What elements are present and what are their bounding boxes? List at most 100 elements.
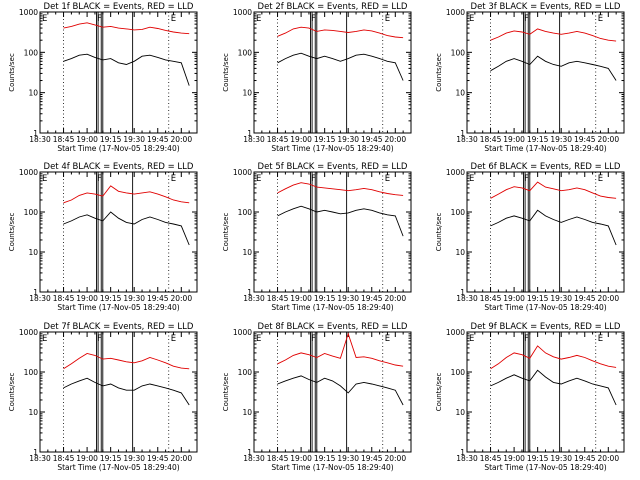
y-tick-label: 1000 bbox=[19, 8, 38, 17]
x-tick-label: 18:45 bbox=[480, 454, 502, 463]
x-tick-label: 20:00 bbox=[170, 135, 192, 144]
y-tick-label: 100 bbox=[24, 368, 39, 377]
x-tick-label: 20:00 bbox=[384, 294, 406, 303]
panel-title: Det 7f BLACK = Events, RED = LLD bbox=[44, 322, 194, 332]
panel-det-8: Det 8f BLACK = Events, RED = LLD 1 10 100 10… bbox=[222, 322, 412, 472]
y-tick-label: 10 bbox=[28, 248, 38, 257]
x-tick-label: 19:15 bbox=[100, 454, 122, 463]
interval-annotation-2: E bbox=[598, 334, 603, 344]
x-tick-label: 20:00 bbox=[384, 135, 406, 144]
panel-title: Det 6f BLACK = Events, RED = LLD bbox=[471, 162, 621, 172]
panel-det-7: Det 7f BLACK = Events, RED = LLD 1 10 100 10… bbox=[8, 322, 198, 472]
x-tick-label: 19:30 bbox=[123, 135, 145, 144]
x-tick-label: 19:30 bbox=[337, 294, 359, 303]
x-tick-label: 19:45 bbox=[147, 294, 169, 303]
x-tick-label: 18:30 bbox=[29, 135, 51, 144]
x-tick-label: 19:15 bbox=[314, 135, 336, 144]
x-axis-label: Start Time (17-Nov-05 18:29:40) bbox=[57, 303, 179, 312]
y-tick-label: 10 bbox=[242, 408, 252, 417]
x-tick-label: 19:30 bbox=[550, 294, 572, 303]
lld-series-line bbox=[490, 345, 617, 370]
y-tick-label: 1000 bbox=[19, 328, 38, 337]
interval-annotation-2: E bbox=[171, 174, 176, 184]
x-tick-label: 18:30 bbox=[243, 294, 265, 303]
y-axis-label: Counts/sec bbox=[8, 213, 16, 252]
x-tick-label: 18:45 bbox=[53, 135, 75, 144]
interval-annotation-0: E bbox=[256, 14, 261, 24]
y-tick-label: 1 bbox=[33, 288, 38, 297]
panel-det-3: Det 3f BLACK = Events, RED = LLD 1 10 100 10… bbox=[435, 2, 625, 153]
x-tick-label: 18:45 bbox=[480, 294, 502, 303]
x-tick-label: 19:00 bbox=[76, 454, 98, 463]
x-tick-label: 18:45 bbox=[53, 294, 75, 303]
x-axis-label: Start Time (17-Nov-05 18:29:40) bbox=[57, 144, 179, 153]
y-tick-label: 1000 bbox=[233, 328, 252, 337]
x-tick-label: 18:30 bbox=[456, 135, 478, 144]
panel-det-2: Det 2f BLACK = Events, RED = LLD 1 10 100 10… bbox=[222, 2, 412, 153]
x-tick-label: 20:00 bbox=[597, 135, 619, 144]
panel-title: Det 9f BLACK = Events, RED = LLD bbox=[471, 322, 621, 332]
x-axis-label: Start Time (17-Nov-05 18:29:40) bbox=[484, 463, 606, 472]
x-axis-label: Start Time (17-Nov-05 18:29:40) bbox=[271, 144, 393, 153]
y-axis-label: Counts/sec bbox=[435, 373, 443, 412]
y-tick-label: 10 bbox=[28, 89, 38, 98]
x-tick-label: 19:15 bbox=[527, 454, 549, 463]
lld-series-line bbox=[277, 332, 404, 367]
interval-annotation-2: E bbox=[385, 14, 390, 24]
events-series-line bbox=[63, 211, 190, 246]
y-tick-label: 1 bbox=[460, 288, 465, 297]
x-tick-label: 19:15 bbox=[100, 294, 122, 303]
x-tick-label: 19:45 bbox=[361, 454, 383, 463]
events-series-line bbox=[490, 55, 617, 81]
x-tick-label: 19:30 bbox=[337, 135, 359, 144]
y-tick-label: 10 bbox=[455, 248, 465, 257]
interval-annotation-2: E bbox=[385, 334, 390, 344]
x-tick-label: 19:15 bbox=[527, 294, 549, 303]
x-tick-label: 19:30 bbox=[550, 135, 572, 144]
panel-title: Det 5f BLACK = Events, RED = LLD bbox=[258, 162, 408, 172]
y-tick-label: 1 bbox=[33, 129, 38, 138]
x-tick-label: 18:30 bbox=[243, 135, 265, 144]
y-tick-label: 1 bbox=[460, 448, 465, 457]
interval-annotation-2: E bbox=[171, 14, 176, 24]
y-tick-label: 100 bbox=[24, 48, 39, 57]
y-tick-label: 1000 bbox=[446, 168, 465, 177]
x-tick-label: 19:45 bbox=[361, 294, 383, 303]
x-tick-label: 18:45 bbox=[267, 294, 289, 303]
x-tick-label: 19:30 bbox=[123, 454, 145, 463]
panel-det-5: Det 5f BLACK = Events, RED = LLD 1 10 100 10… bbox=[222, 162, 412, 312]
interval-annotation-1: F bbox=[311, 174, 316, 184]
interval-annotation-1: F bbox=[97, 334, 102, 344]
panel-title: Det 1f BLACK = Events, RED = LLD bbox=[44, 2, 194, 12]
lld-series-line bbox=[63, 185, 190, 204]
events-series-line bbox=[277, 205, 404, 237]
events-series-line bbox=[277, 375, 404, 406]
y-tick-label: 1000 bbox=[233, 8, 252, 17]
interval-annotation-2: E bbox=[385, 174, 390, 184]
panel-det-9: Det 9f BLACK = Events, RED = LLD 1 10 100 10… bbox=[435, 322, 625, 472]
x-tick-label: 18:30 bbox=[29, 454, 51, 463]
x-axis-label: Start Time (17-Nov-05 18:29:40) bbox=[271, 463, 393, 472]
x-tick-label: 19:15 bbox=[314, 454, 336, 463]
panel-title: Det 8f BLACK = Events, RED = LLD bbox=[258, 322, 408, 332]
interval-annotation-2: E bbox=[598, 174, 603, 184]
y-tick-label: 100 bbox=[24, 208, 39, 217]
lld-series-line bbox=[63, 353, 190, 370]
x-tick-label: 18:30 bbox=[243, 454, 265, 463]
interval-annotation-1: F bbox=[524, 174, 529, 184]
y-tick-label: 1000 bbox=[446, 8, 465, 17]
panel-title: Det 4f BLACK = Events, RED = LLD bbox=[44, 162, 194, 172]
panel-det-6: Det 6f BLACK = Events, RED = LLD 1 10 100 10… bbox=[435, 162, 625, 312]
panel-det-1: Det 1f BLACK = Events, RED = LLD 1 10 100 10… bbox=[8, 2, 198, 153]
events-series-line bbox=[490, 369, 617, 406]
x-tick-label: 18:45 bbox=[480, 135, 502, 144]
y-axis-label: Counts/sec bbox=[8, 53, 16, 92]
x-tick-label: 19:30 bbox=[337, 454, 359, 463]
interval-annotation-0: E bbox=[42, 14, 47, 24]
x-axis-label: Start Time (17-Nov-05 18:29:40) bbox=[57, 463, 179, 472]
lld-series-line bbox=[277, 26, 404, 39]
interval-annotation-0: E bbox=[256, 334, 261, 344]
y-axis-label: Counts/sec bbox=[8, 373, 16, 412]
y-tick-label: 1000 bbox=[233, 168, 252, 177]
